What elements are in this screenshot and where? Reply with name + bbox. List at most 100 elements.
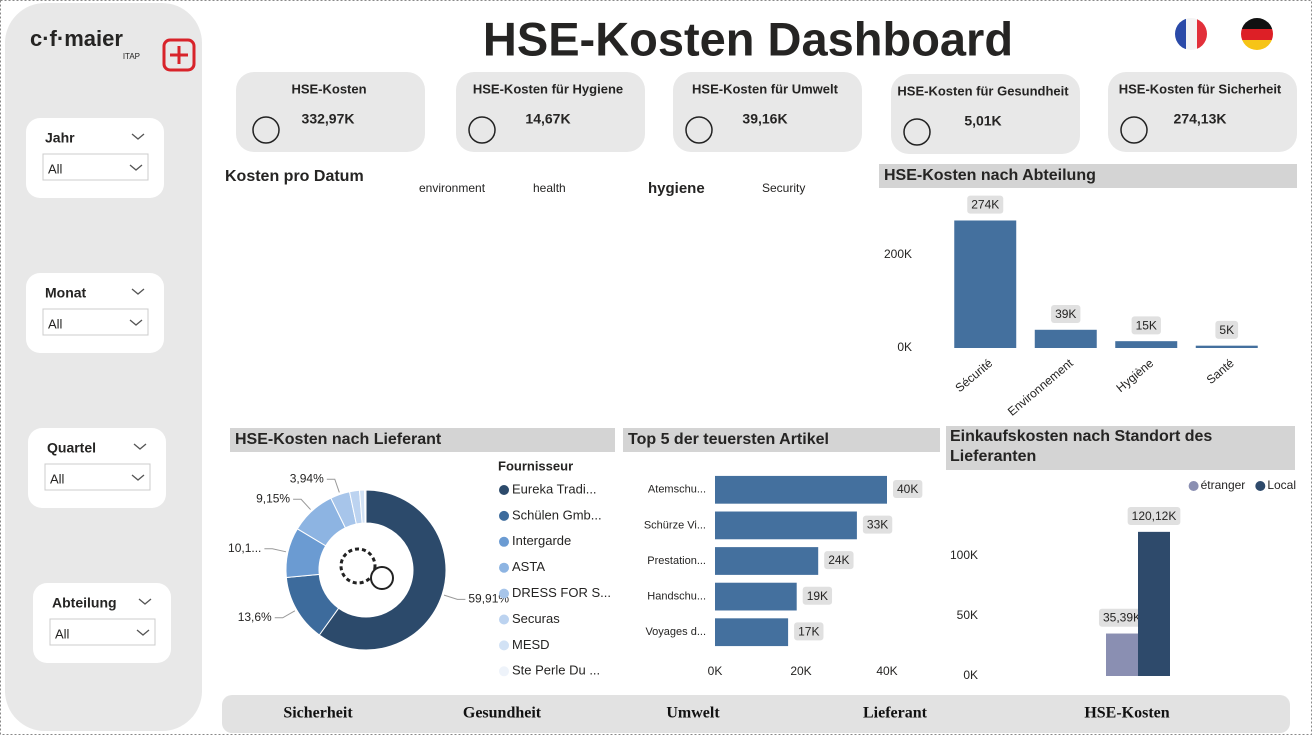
data-label: 3,94% — [290, 471, 324, 485]
legend-item[interactable]: environment — [419, 181, 486, 195]
x-tick-label: 20K — [790, 664, 811, 678]
filter-label: Jahr — [45, 130, 75, 146]
kpi-value: 332,97K — [302, 111, 355, 127]
legend-swatch — [499, 588, 509, 599]
donut-icon — [339, 547, 377, 585]
kpi-icon — [468, 116, 496, 144]
legend-label[interactable]: Schülen Gmb... — [512, 507, 602, 522]
legend-label[interactable]: ASTA — [512, 559, 545, 574]
chart-header — [623, 428, 940, 452]
chart-header — [879, 164, 1297, 188]
legend-item[interactable]: Security — [762, 181, 805, 195]
legend-item[interactable]: hygiene — [648, 180, 705, 197]
filter-chevron — [138, 598, 152, 605]
nav-bar — [222, 695, 1290, 733]
legend-label[interactable]: Intergarde — [512, 533, 571, 548]
nav-button[interactable]: Lieferant — [863, 705, 928, 722]
bar[interactable] — [1034, 329, 1097, 348]
filter-chevron — [129, 164, 143, 171]
kpi-card — [1108, 72, 1297, 152]
bar[interactable] — [715, 618, 789, 647]
bar[interactable] — [1115, 341, 1178, 348]
kpi-card — [456, 72, 645, 152]
leader-line — [326, 478, 340, 493]
legend-title: Fournisseur — [498, 458, 573, 473]
bar[interactable] — [1106, 633, 1138, 676]
data-label-bg — [802, 586, 833, 605]
filter-chevron — [129, 319, 143, 326]
x-tick-label: 0K — [708, 664, 723, 678]
data-label: 10,1... — [228, 541, 261, 555]
filter-dropdown[interactable] — [49, 618, 156, 646]
bar[interactable] — [954, 220, 1017, 348]
kpi-value: 39,16K — [742, 111, 787, 127]
legend-label[interactable]: DRESS FOR S... — [512, 585, 611, 600]
data-label: 120,12K — [1132, 509, 1177, 523]
legend-swatch — [499, 614, 509, 625]
donut-slice[interactable] — [363, 489, 367, 524]
nav-button[interactable]: Umwelt — [666, 705, 720, 722]
filter-dropdown[interactable] — [42, 308, 149, 336]
kpi-icon — [685, 116, 713, 144]
bar[interactable] — [1195, 345, 1258, 348]
bar[interactable] — [715, 511, 857, 540]
data-label-bg — [1051, 304, 1081, 323]
legend-label[interactable]: étranger — [1201, 478, 1246, 492]
kpi-label: HSE-Kosten für Sicherheit — [1119, 81, 1282, 96]
flag-fr[interactable] — [1175, 18, 1208, 50]
chart-title-box: Einkaufskosten nach Standort des Liefera… — [950, 428, 1212, 465]
flag-de[interactable] — [1241, 18, 1273, 51]
legend-label[interactable]: Securas — [512, 611, 560, 626]
data-label: 35,39K — [1103, 611, 1141, 625]
data-label-bg — [1215, 320, 1239, 339]
kpi-label: HSE-Kosten — [291, 81, 366, 96]
leader-line — [264, 548, 287, 553]
legend-label[interactable]: Eureka Tradi... — [512, 481, 597, 496]
data-label: 13,6% — [238, 610, 272, 624]
filter-label: Abteilung — [52, 595, 117, 611]
legend-label[interactable]: Local — [1267, 478, 1296, 492]
data-label-bg — [967, 195, 1004, 214]
logo-text: c·f·maier — [30, 26, 123, 51]
legend-label[interactable]: Ste Perle Du ... — [512, 663, 600, 678]
bar[interactable] — [715, 582, 797, 611]
chart-title: HSE-Kosten nach Abteilung — [884, 167, 1096, 184]
legend-swatch — [499, 666, 509, 677]
filter-chevron — [131, 288, 145, 295]
kpi-card — [673, 72, 862, 152]
data-label: 19K — [807, 589, 828, 603]
bar[interactable] — [1138, 531, 1170, 676]
donut-slice[interactable] — [318, 489, 447, 651]
nav-button[interactable]: Sicherheit — [283, 705, 353, 722]
kpi-icon — [903, 118, 931, 146]
filter-chevron — [133, 443, 147, 450]
chart-header — [946, 426, 1295, 470]
data-label-bg — [1127, 507, 1181, 526]
filter-dropdown[interactable] — [42, 153, 149, 181]
y-tick-label: Atemschu... — [648, 484, 706, 496]
donut-icon — [370, 566, 394, 590]
bar[interactable] — [715, 547, 819, 575]
data-label: 274K — [971, 198, 999, 212]
data-label-bg — [862, 515, 893, 534]
bar[interactable] — [715, 475, 887, 504]
legend-item[interactable]: health — [533, 181, 566, 195]
kpi-label: HSE-Kosten für Gesundheit — [897, 83, 1069, 98]
legend-label[interactable]: MESD — [512, 637, 550, 652]
y-tick-label: 0K — [897, 340, 912, 354]
nav-button[interactable]: Gesundheit — [463, 705, 542, 722]
data-label: 40K — [897, 482, 918, 496]
data-label-bg — [1098, 608, 1146, 627]
chart-header — [230, 428, 615, 452]
filter-dropdown[interactable] — [44, 463, 151, 491]
nav-button[interactable]: HSE-Kosten — [1084, 705, 1169, 722]
data-label-bg — [893, 479, 923, 498]
legend-swatch — [1188, 481, 1199, 491]
y-tick-label: 50K — [957, 608, 978, 622]
data-label: 39K — [1055, 307, 1076, 321]
chart-title: Top 5 der teuersten Artikel — [628, 431, 829, 448]
y-tick-label: 100K — [950, 548, 978, 562]
